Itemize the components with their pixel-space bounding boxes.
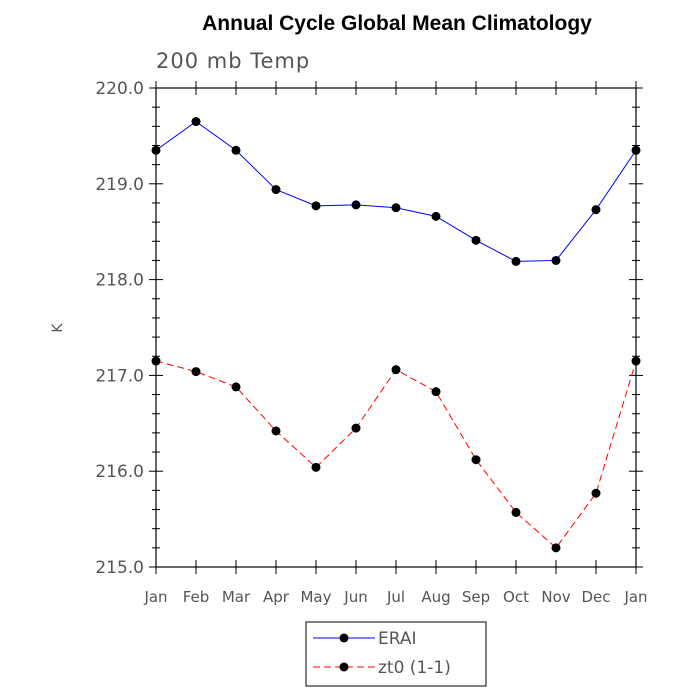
legend-label: ERAI	[378, 629, 417, 649]
x-tick-label: Jun	[343, 588, 367, 606]
data-point	[631, 356, 641, 366]
x-tick-label: Oct	[503, 588, 529, 606]
data-point	[351, 200, 361, 210]
data-point	[151, 145, 161, 155]
y-tick-label: 215.0	[95, 558, 144, 578]
data-point	[271, 185, 281, 195]
y-tick-label: 218.0	[95, 271, 144, 291]
data-point	[311, 201, 321, 211]
x-tick-label: Aug	[421, 588, 450, 606]
y-tick-label: 220.0	[95, 79, 144, 99]
series-2	[151, 356, 641, 553]
data-point	[471, 455, 481, 465]
y-tick-label: 217.0	[95, 366, 144, 386]
chart-title: Annual Cycle Global Mean Climatology	[202, 12, 592, 35]
data-point	[471, 235, 481, 245]
y-tick-label: 219.0	[95, 175, 144, 195]
series-layer	[151, 117, 641, 553]
x-tick-label: Dec	[581, 588, 610, 606]
series-line	[155, 120, 637, 262]
x-tick-label: May	[300, 588, 331, 606]
legend: ERAI zt0 (1-1)	[305, 621, 487, 687]
data-point	[431, 211, 441, 221]
data-point	[231, 382, 241, 392]
x-tick-label: Mar	[222, 588, 251, 606]
axis-ticks: 215.0 216.0 217.0 218.0 219.0 220.0 Jan Feb Mar A…	[95, 79, 647, 606]
series-1	[151, 117, 641, 266]
legend-marker	[339, 633, 349, 643]
x-tick-label: Jan	[623, 588, 647, 606]
data-point	[591, 488, 601, 498]
data-point	[271, 426, 281, 436]
data-point	[431, 387, 441, 397]
x-tick-label: Jul	[386, 588, 405, 606]
legend-marker	[339, 662, 349, 672]
data-point	[151, 356, 161, 366]
legend-label: zt0 (1-1)	[378, 658, 451, 678]
data-point	[591, 205, 601, 215]
x-tick-label: Jan	[143, 588, 167, 606]
data-point	[311, 462, 321, 472]
x-tick-label: Sep	[462, 588, 490, 606]
data-point	[391, 203, 401, 213]
legend-box	[305, 621, 487, 687]
chart-subtitle: 200 mb Temp	[156, 49, 310, 73]
data-point	[511, 256, 521, 266]
series-line	[155, 360, 637, 549]
data-point	[231, 145, 241, 155]
data-point	[551, 255, 561, 265]
data-point	[191, 117, 201, 127]
data-point	[351, 423, 361, 433]
data-point	[391, 365, 401, 375]
x-tick-label: Nov	[541, 588, 570, 606]
data-point	[191, 367, 201, 377]
y-tick-label: 216.0	[95, 462, 144, 482]
data-point	[511, 507, 521, 517]
data-point	[551, 543, 561, 553]
y-axis-label: K	[50, 323, 66, 333]
x-tick-label: Feb	[183, 588, 210, 606]
x-tick-label: Apr	[263, 588, 290, 606]
plot-frame	[155, 87, 637, 568]
data-point	[631, 145, 641, 155]
